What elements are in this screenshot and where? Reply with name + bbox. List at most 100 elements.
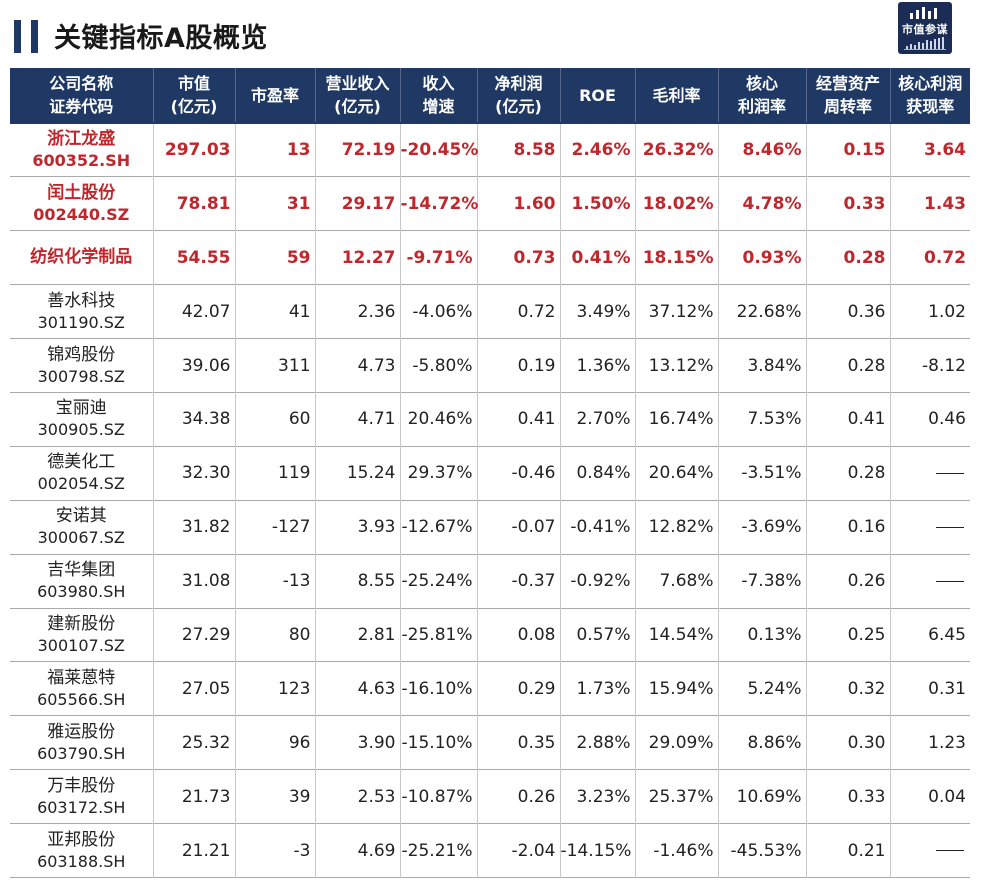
table-row: 福莱蒽特 605566.SH 27.05 123 4.63 -16.10% 0.29 1.73… bbox=[10, 661, 970, 716]
value-cell: 2.70% bbox=[560, 392, 636, 447]
value-cell: 0.35 bbox=[477, 715, 561, 770]
value-cell: 34.38 bbox=[153, 392, 236, 447]
value-cell: 60 bbox=[235, 392, 316, 447]
company-cell: 雅运股份 603790.SH bbox=[10, 715, 154, 770]
value-cell: 1.43 bbox=[924, 193, 966, 214]
column-header: 经营资产 周转率 bbox=[806, 68, 891, 123]
column-header: 核心利润 获现率 bbox=[890, 68, 970, 123]
value-cell: 3.49% bbox=[560, 284, 636, 339]
value-cell: 311 bbox=[235, 338, 316, 393]
value-cell: -2.04 bbox=[477, 823, 561, 878]
table-row: 宝丽迪 300905.SZ 34.38 60 4.71 20.46% 0.41 2.70% 16… bbox=[10, 392, 970, 447]
table-row: 亚邦股份 603188.SH 21.21 -3 4.69 -25.21% -2.04 -14.… bbox=[10, 823, 970, 878]
dash-mark bbox=[936, 472, 964, 474]
value-cell: -8.12 bbox=[922, 355, 966, 376]
security-code: 301190.SZ bbox=[37, 312, 125, 332]
page-title: 关键指标A股概览 bbox=[54, 23, 268, 54]
value-cell: 4.71 bbox=[315, 392, 401, 447]
value-cell: 1.50% bbox=[560, 176, 636, 231]
dash-mark bbox=[936, 526, 964, 528]
table-row: 吉华集团 603980.SH 31.08 -13 8.55 -25.24% -0.37 -0.… bbox=[10, 554, 970, 609]
value-cell: 39 bbox=[235, 769, 316, 824]
value-cell: 0.41 bbox=[477, 392, 561, 447]
table-body: 浙江龙盛 600352.SH 297.03 13 72.19 -20.45% 8.58 2.4… bbox=[10, 123, 970, 878]
value-cell: -25.24% bbox=[400, 554, 478, 609]
value-cell: 59 bbox=[235, 230, 316, 285]
company-cell: 安诺其 300067.SZ bbox=[10, 500, 154, 555]
value-cell: 15.24 bbox=[315, 446, 401, 501]
value-cell: 7.53% bbox=[718, 392, 807, 447]
value-cell: 0.19 bbox=[477, 338, 561, 393]
security-code: 300067.SZ bbox=[37, 528, 125, 548]
value-cell: 2.81 bbox=[315, 608, 401, 662]
dash-mark bbox=[936, 580, 964, 582]
logo-text: 市值参谋 bbox=[902, 23, 948, 36]
company-cell: 福莱蒽特 605566.SH bbox=[10, 661, 154, 716]
company-name: 吉华集团 bbox=[47, 560, 116, 581]
table-row: 纺织化学制品 54.55 59 12.27 -9.71% 0.73 0.41% 18.15% 0… bbox=[10, 230, 970, 285]
value-cell: -9.71% bbox=[400, 230, 478, 285]
value-cell: -0.41% bbox=[560, 500, 636, 555]
value-cell: 4.63 bbox=[315, 661, 401, 716]
value-cell: -25.21% bbox=[400, 823, 478, 878]
value-cell: 0.41 bbox=[806, 392, 891, 447]
value-cell: 0.26 bbox=[806, 554, 891, 609]
company-cell: 闰土股份 002440.SZ bbox=[10, 176, 154, 231]
value-cell: -127 bbox=[235, 500, 316, 555]
company-cell: 德美化工 002054.SZ bbox=[10, 446, 154, 501]
value-cell: 21.21 bbox=[153, 823, 236, 878]
value-cell: -1.46% bbox=[635, 823, 719, 878]
value-cell: 29.17 bbox=[315, 176, 401, 231]
value-cell: 5.24% bbox=[718, 661, 807, 716]
company-cell: 锦鸡股份 300798.SZ bbox=[10, 338, 154, 393]
logo-bars bbox=[904, 37, 946, 50]
value-cell: 0.84% bbox=[560, 446, 636, 501]
value-cell: 3.23% bbox=[560, 769, 636, 824]
value-cell: 0.32 bbox=[806, 661, 891, 716]
value-cell: 6.45 bbox=[928, 624, 966, 645]
value-cell: 0.28 bbox=[806, 230, 891, 285]
value-cell: 39.06 bbox=[153, 338, 236, 393]
value-cell: 22.68% bbox=[718, 284, 807, 339]
value-cell: 21.73 bbox=[153, 769, 236, 824]
value-cell: 4.69 bbox=[315, 823, 401, 878]
column-header: 核心 利润率 bbox=[718, 68, 807, 123]
value-cell: 29.09% bbox=[635, 715, 719, 770]
company-name: 亚邦股份 bbox=[47, 829, 116, 850]
value-cell: 14.54% bbox=[635, 608, 719, 662]
column-header-line: (亿元) bbox=[334, 97, 381, 116]
value-cell: 31 bbox=[235, 176, 316, 231]
indicator-table: 公司名称 证券代码 市值 (亿元) 市盈率 营业收入 (亿元) 收入 增速 净利润 (亿元) ROE 毛… bbox=[10, 68, 970, 878]
value-cell: 0.36 bbox=[806, 284, 891, 339]
value-cell: 0.08 bbox=[477, 608, 561, 662]
value-cell: -4.06% bbox=[400, 284, 478, 339]
value-cell: 18.15% bbox=[635, 230, 719, 285]
security-code: 300107.SZ bbox=[37, 635, 125, 655]
value-cell: -3.51% bbox=[718, 446, 807, 501]
value-cell: 54.55 bbox=[153, 230, 236, 285]
value-cell: -3 bbox=[235, 823, 316, 878]
value-cell: 0.93% bbox=[718, 230, 807, 285]
logo: 市值参谋 bbox=[898, 2, 952, 54]
table-header-row: 公司名称 证券代码 市值 (亿元) 市盈率 营业收入 (亿元) 收入 增速 净利润 (亿元) ROE 毛… bbox=[10, 68, 970, 123]
column-header: 收入 增速 bbox=[400, 68, 478, 123]
value-cell: 42.07 bbox=[153, 284, 236, 339]
column-header-line: 营业收入 bbox=[325, 74, 390, 93]
value-cell: 15.94% bbox=[635, 661, 719, 716]
table-row: 闰土股份 002440.SZ 78.81 31 29.17 -14.72% 1.60 1.50… bbox=[10, 176, 970, 231]
company-name: 闰土股份 bbox=[47, 182, 116, 203]
security-code: 600352.SH bbox=[32, 151, 131, 171]
value-cell: 13 bbox=[235, 123, 316, 177]
company-name: 宝丽迪 bbox=[55, 398, 107, 419]
value-cell: 0.33 bbox=[806, 176, 891, 231]
value-cell: -0.37 bbox=[477, 554, 561, 609]
value-cell: 32.30 bbox=[153, 446, 236, 501]
value-cell: 16.74% bbox=[635, 392, 719, 447]
value-cell: 0.57% bbox=[560, 608, 636, 662]
page-header: 关键指标A股概览 市值参谋 bbox=[0, 0, 988, 68]
table-row: 德美化工 002054.SZ 32.30 119 15.24 29.37% -0.46 0.8… bbox=[10, 446, 970, 501]
value-cell: 3.64 bbox=[924, 140, 966, 161]
company-cell: 宝丽迪 300905.SZ bbox=[10, 392, 154, 447]
table-row: 善水科技 301190.SZ 42.07 41 2.36 -4.06% 0.72 3.49% 3… bbox=[10, 284, 970, 339]
company-cell: 善水科技 301190.SZ bbox=[10, 284, 154, 339]
